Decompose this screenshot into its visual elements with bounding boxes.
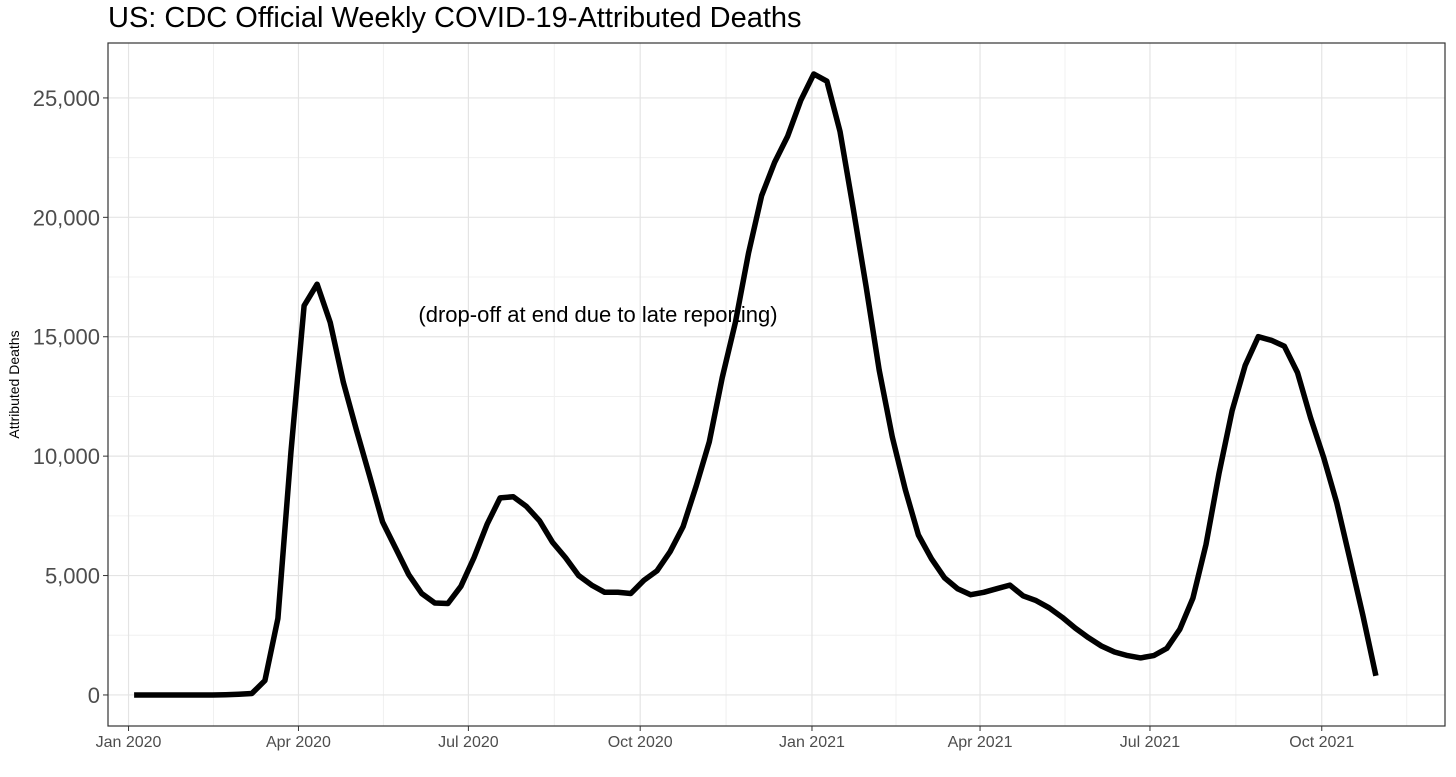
- annotation-text: (drop-off at end due to late reporting): [418, 302, 777, 327]
- plot-border: [107, 42, 1446, 727]
- y-axis-title: Attributed Deaths: [6, 330, 22, 438]
- y-tick-label: 10,000: [33, 444, 100, 469]
- y-tick-label: 15,000: [33, 325, 100, 350]
- x-tick-label: Jan 2020: [96, 734, 162, 751]
- x-tick-label: Apr 2020: [266, 734, 331, 751]
- series-line: [134, 71, 1379, 698]
- chart-title: US: CDC Official Weekly COVID-19-Attribu…: [108, 2, 802, 34]
- y-tick-label: 25,000: [33, 86, 100, 111]
- x-tick-label: Jul 2020: [438, 734, 499, 751]
- x-tick-label: Oct 2020: [608, 734, 673, 751]
- x-tick-label: Apr 2021: [948, 734, 1013, 751]
- y-tick-label: 20,000: [33, 205, 100, 230]
- x-tick-label: Oct 2021: [1289, 734, 1354, 751]
- y-tick-label: 5,000: [45, 564, 100, 589]
- x-tick-label: Jul 2021: [1120, 734, 1181, 751]
- y-tick-label: 0: [88, 683, 100, 708]
- x-tick-label: Jan 2021: [779, 734, 845, 751]
